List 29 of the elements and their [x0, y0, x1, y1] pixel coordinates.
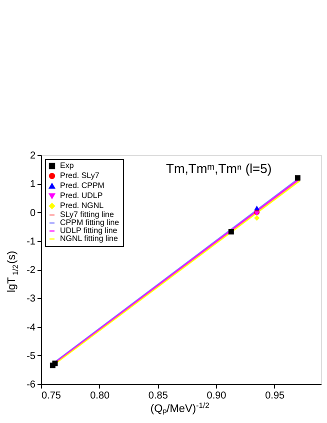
y-tick-label: -1 — [26, 236, 36, 248]
legend-label: Pred. SLy7 — [60, 171, 100, 180]
x-tick-label: 0.80 — [90, 390, 110, 402]
x-tick-label: 0.95 — [265, 390, 285, 402]
y-tick-label: -3 — [26, 294, 36, 305]
annotation: Tm,Tmᵐ,Tmⁿ (l=5) — [166, 161, 272, 176]
y-tick-label: 0 — [30, 208, 36, 219]
point — [254, 215, 260, 221]
point — [294, 175, 300, 181]
legend-label: NGNL fitting line — [60, 234, 118, 243]
legend-label: Pred. CPPM — [60, 181, 105, 190]
y-tick-label: 1 — [30, 179, 36, 190]
y-tick-label: -5 — [26, 350, 36, 362]
legend-label: UDLP fitting line — [60, 226, 118, 235]
point — [254, 206, 260, 210]
y-tick-label: -6 — [26, 380, 36, 390]
y-tick-label: -2 — [26, 265, 36, 276]
legend-label: SLy7 fitting line — [60, 210, 115, 219]
x-tick-label: 0.85 — [148, 390, 168, 402]
x-tick-label: 0.90 — [206, 390, 227, 402]
y-tick-label: 2 — [30, 150, 36, 162]
legend-label: Exp — [60, 161, 74, 170]
x-tick-label: 0.75 — [42, 390, 62, 402]
point — [52, 360, 58, 366]
legend-label: Pred. UDLP — [60, 191, 103, 200]
point — [228, 228, 234, 234]
legend-label: Pred. NGNL — [60, 201, 104, 210]
y-tick-label: -4 — [26, 322, 36, 334]
legend-label: CPPM fitting line — [60, 218, 120, 227]
